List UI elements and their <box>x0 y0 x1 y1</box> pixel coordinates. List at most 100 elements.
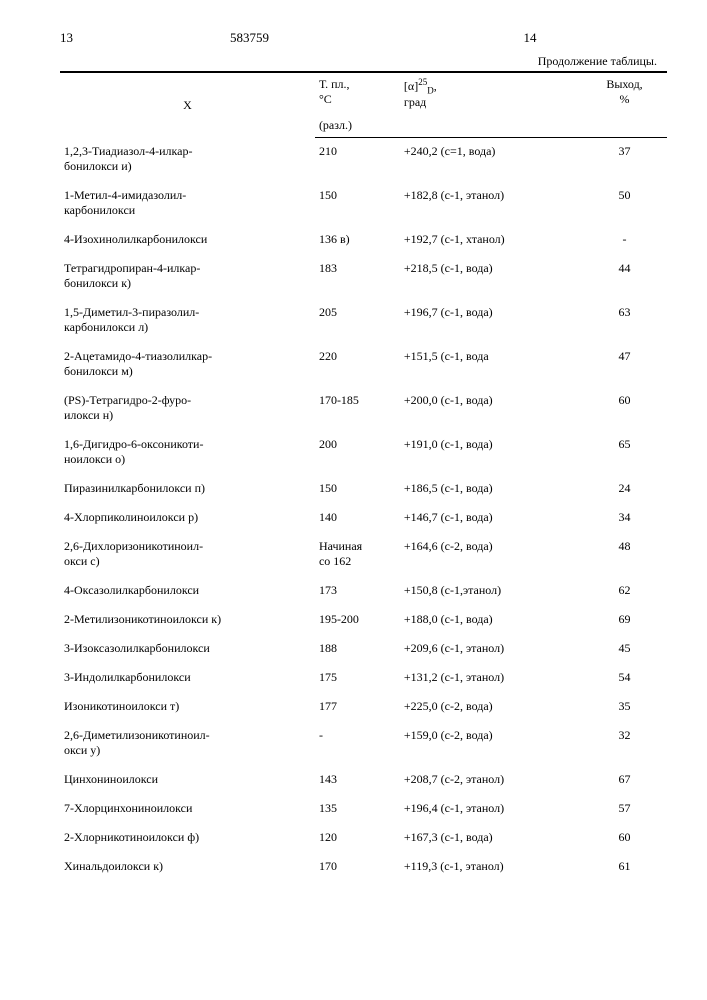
cell-yield: 48 <box>582 533 667 577</box>
cell-melting-point: Начиная со 162 <box>315 533 400 577</box>
cell-yield: 44 <box>582 255 667 299</box>
cell-rotation: +218,5 (с-1, вода) <box>400 255 582 299</box>
cell-melting-point: 195-200 <box>315 606 400 635</box>
cell-melting-point: 170 <box>315 853 400 882</box>
cell-compound-name: 3-Изоксазолилкарбонилокси <box>60 635 315 664</box>
cell-yield: 61 <box>582 853 667 882</box>
col-header-yield-blank <box>582 114 667 138</box>
table-row: 2-Метилизоникотиноилокси к)195-200+188,0… <box>60 606 667 635</box>
cell-rotation: +151,5 (с-1, вода <box>400 343 582 387</box>
cell-compound-name: (РS)-Тетрагидро-2-фуро- илокси н) <box>60 387 315 431</box>
cell-rotation: +225,0 (с-2, вода) <box>400 693 582 722</box>
cell-rotation: +196,4 (с-1, этанол) <box>400 795 582 824</box>
cell-yield: 45 <box>582 635 667 664</box>
cell-yield: 50 <box>582 182 667 226</box>
table-row: Изоникотиноилокси т)177+225,0 (с-2, вода… <box>60 693 667 722</box>
table-continuation-label: Продолжение таблицы. <box>60 54 667 69</box>
cell-rotation: +200,0 (с-1, вода) <box>400 387 582 431</box>
cell-yield: - <box>582 226 667 255</box>
rot-sup: 25 <box>418 77 427 87</box>
cell-compound-name: 1,6-Дигидро-6-оксоникоти- ноилокси о) <box>60 431 315 475</box>
tp-line1: Т. пл., <box>319 77 350 91</box>
table-row: 2-Хлорникотиноилокси ф)120+167,3 (с-1, в… <box>60 824 667 853</box>
cell-rotation: +131,2 (с-1, этанол) <box>400 664 582 693</box>
cell-melting-point: 120 <box>315 824 400 853</box>
table-row: 4-Оксазолилкарбонилокси173+150,8 (с-1,эт… <box>60 577 667 606</box>
table-row: 2,6-Дихлоризоникотиноил- окси с)Начиная … <box>60 533 667 577</box>
col-header-rot-blank <box>400 114 582 138</box>
cell-melting-point: 150 <box>315 475 400 504</box>
col-header-tp-line3: (разл.) <box>315 114 400 138</box>
cell-rotation: +146,7 (с-1, вода) <box>400 504 582 533</box>
col-header-x: X <box>60 72 315 138</box>
cell-melting-point: 135 <box>315 795 400 824</box>
cell-melting-point: 220 <box>315 343 400 387</box>
cell-rotation: +150,8 (с-1,этанол) <box>400 577 582 606</box>
cell-rotation: +192,7 (с-1, хтанол) <box>400 226 582 255</box>
cell-rotation: +196,7 (с-1, вода) <box>400 299 582 343</box>
data-table: X Т. пл., °С [α]25D, град Выход, % (разл… <box>60 71 667 882</box>
col-header-yield: Выход, % <box>582 72 667 114</box>
cell-compound-name: 2-Метилизоникотиноилокси к) <box>60 606 315 635</box>
cell-melting-point: 210 <box>315 138 400 182</box>
cell-rotation: +191,0 (с-1, вода) <box>400 431 582 475</box>
cell-yield: 67 <box>582 766 667 795</box>
cell-melting-point: 170-185 <box>315 387 400 431</box>
cell-compound-name: Цинхониноилокси <box>60 766 315 795</box>
page: 13 583759 14 Продолжение таблицы. X Т. п… <box>0 0 707 902</box>
cell-yield: 65 <box>582 431 667 475</box>
yield-line2: % <box>620 92 630 106</box>
cell-yield: 62 <box>582 577 667 606</box>
cell-compound-name: 2,6-Дихлоризоникотиноил- окси с) <box>60 533 315 577</box>
table-row: 3-Изоксазолилкарбонилокси188+209,6 (с-1,… <box>60 635 667 664</box>
table-row: Хинальдоилокси к)170+119,3 (с-1, этанол)… <box>60 853 667 882</box>
rot-comma: , <box>434 79 437 93</box>
cell-yield: 57 <box>582 795 667 824</box>
cell-compound-name: 2-Хлорникотиноилокси ф) <box>60 824 315 853</box>
cell-melting-point: 188 <box>315 635 400 664</box>
cell-rotation: +188,0 (с-1, вода) <box>400 606 582 635</box>
cell-compound-name: 4-Оксазолилкарбонилокси <box>60 577 315 606</box>
table-row: (РS)-Тетрагидро-2-фуро- илокси н)170-185… <box>60 387 667 431</box>
table-row: Цинхониноилокси143+208,7 (с-2, этанол)67 <box>60 766 667 795</box>
cell-rotation: +164,6 (с-2, вода) <box>400 533 582 577</box>
cell-melting-point: - <box>315 722 400 766</box>
cell-melting-point: 150 <box>315 182 400 226</box>
cell-yield: 37 <box>582 138 667 182</box>
cell-rotation: +119,3 (с-1, этанол) <box>400 853 582 882</box>
cell-rotation: +159,0 (с-2, вода) <box>400 722 582 766</box>
cell-compound-name: Тетрагидропиран-4-илкар- бонилокси к) <box>60 255 315 299</box>
table-row: Пиразинилкарбонилокси п)150+186,5 (с-1, … <box>60 475 667 504</box>
cell-melting-point: 173 <box>315 577 400 606</box>
cell-yield: 63 <box>582 299 667 343</box>
cell-compound-name: 2,6-Диметилизоникотиноил- окси у) <box>60 722 315 766</box>
cell-yield: 69 <box>582 606 667 635</box>
cell-rotation: +186,5 (с-1, вода) <box>400 475 582 504</box>
cell-compound-name: Хинальдоилокси к) <box>60 853 315 882</box>
cell-rotation: +208,7 (с-2, этанол) <box>400 766 582 795</box>
cell-yield: 47 <box>582 343 667 387</box>
cell-yield: 60 <box>582 824 667 853</box>
table-row: 7-Хлорцинхониноилокси135+196,4 (с-1, эта… <box>60 795 667 824</box>
cell-yield: 54 <box>582 664 667 693</box>
cell-compound-name: 3-Индолилкарбонилокси <box>60 664 315 693</box>
cell-compound-name: 1,5-Диметил-3-пиразолил- карбонилокси л) <box>60 299 315 343</box>
table-row: 2,6-Диметилизоникотиноил- окси у)-+159,0… <box>60 722 667 766</box>
cell-rotation: +240,2 (с=1, вода) <box>400 138 582 182</box>
document-number: 583759 <box>230 30 430 46</box>
table-row: 1,5-Диметил-3-пиразолил- карбонилокси л)… <box>60 299 667 343</box>
col-header-tp: Т. пл., °С <box>315 72 400 114</box>
page-number-right: 14 <box>430 30 630 46</box>
table-row: 4-Изохинолилкарбонилокси136 в)+192,7 (с-… <box>60 226 667 255</box>
cell-yield: 35 <box>582 693 667 722</box>
cell-melting-point: 143 <box>315 766 400 795</box>
header-numbers: 13 583759 14 <box>60 30 667 46</box>
yield-line1: Выход, <box>606 77 642 91</box>
table-row: 1,6-Дигидро-6-оксоникоти- ноилокси о)200… <box>60 431 667 475</box>
cell-melting-point: 177 <box>315 693 400 722</box>
cell-melting-point: 205 <box>315 299 400 343</box>
tp-line2: °С <box>319 92 332 106</box>
rot-line2: град <box>404 95 426 109</box>
cell-melting-point: 200 <box>315 431 400 475</box>
cell-compound-name: 7-Хлорцинхониноилокси <box>60 795 315 824</box>
